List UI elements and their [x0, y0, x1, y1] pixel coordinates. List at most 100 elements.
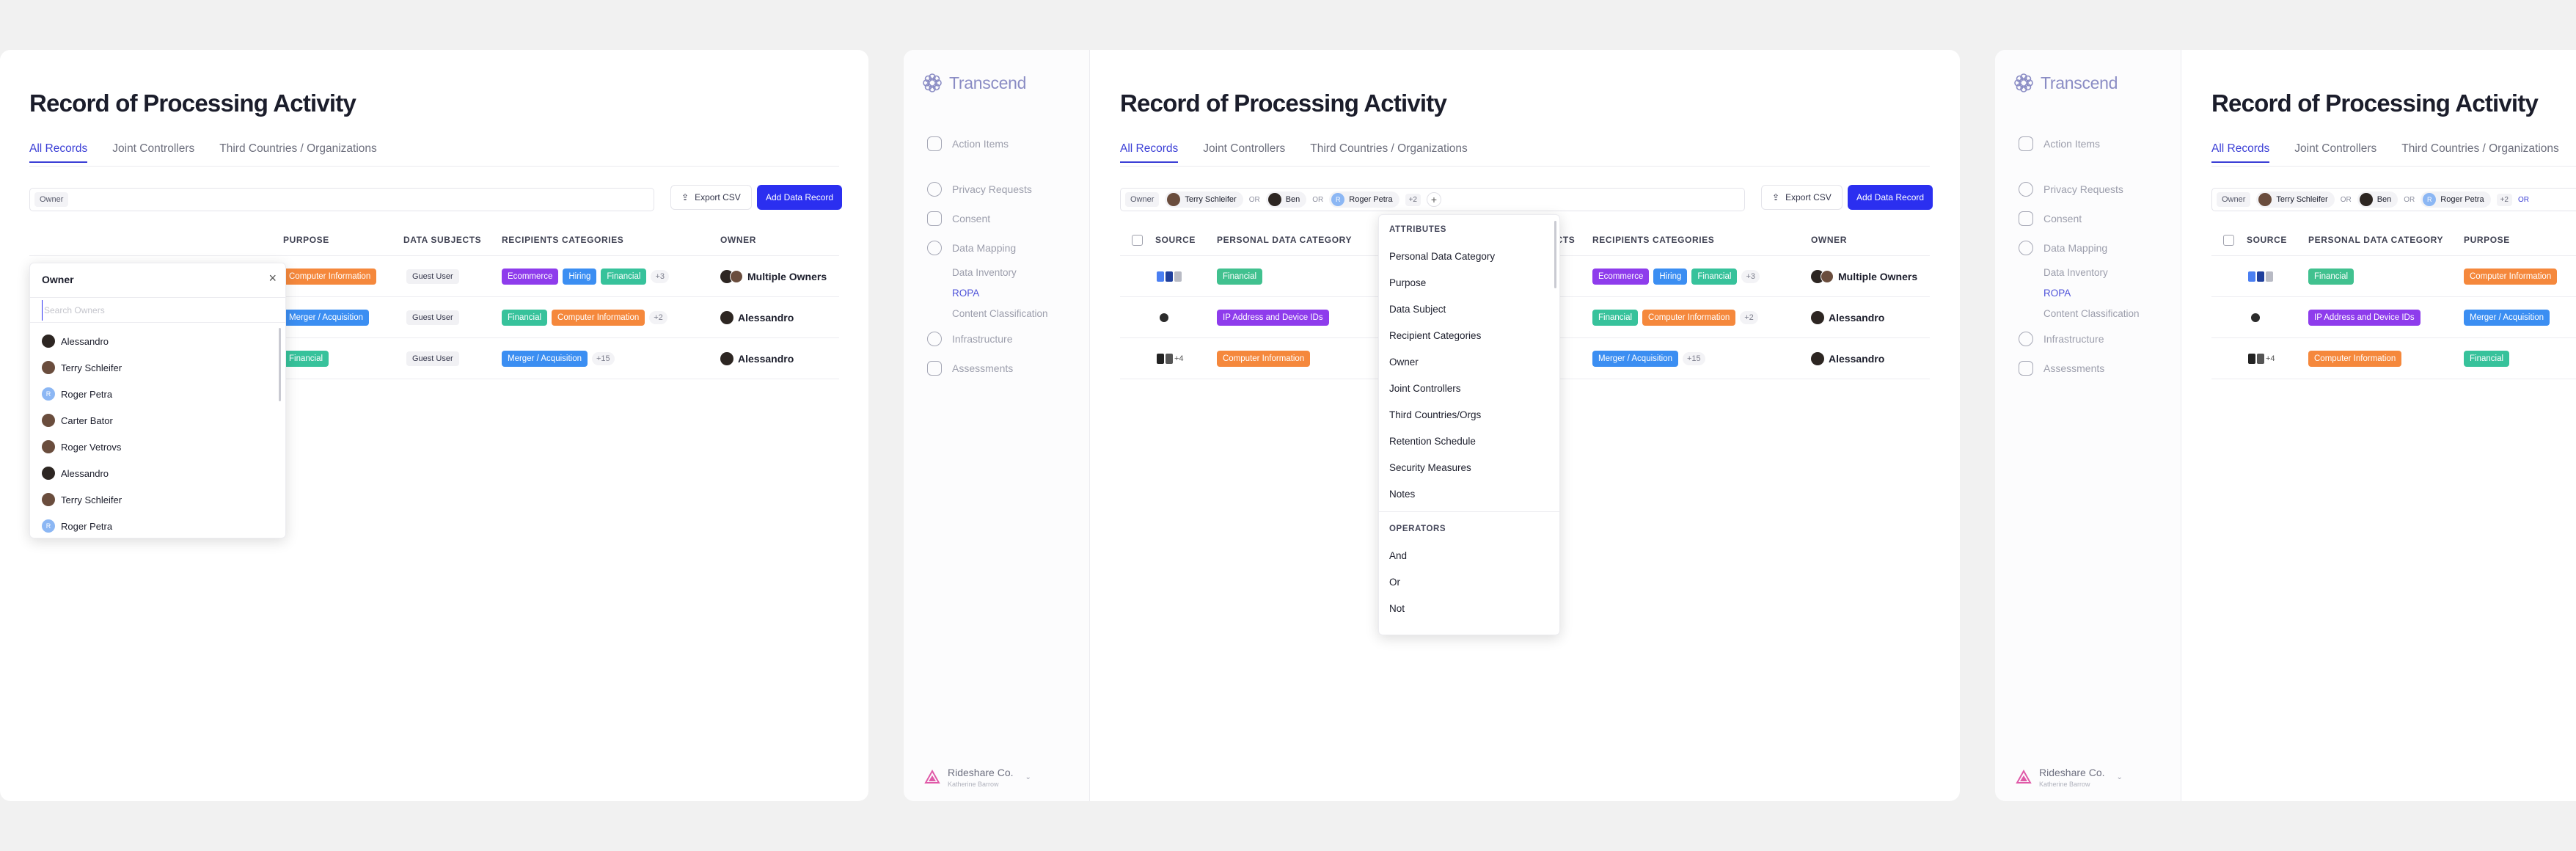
- org-switcher[interactable]: Rideshare Co. Katherine Barrow ⌄: [924, 767, 1031, 788]
- attribute-option[interactable]: Owner: [1389, 356, 1419, 368]
- tab-all-records[interactable]: All Records: [1120, 142, 1179, 163]
- column-header-pdc[interactable]: PERSONAL DATA CATEGORY: [2308, 235, 2444, 245]
- filter-person-chip[interactable]: Terry Schleifer: [2256, 191, 2335, 208]
- filter-bar[interactable]: Owner: [29, 188, 654, 211]
- owner-option[interactable]: Alessandro: [42, 328, 269, 354]
- sidebar-item-consent[interactable]: Consent: [2019, 204, 2173, 233]
- operator-option[interactable]: And: [1389, 549, 1408, 561]
- column-header-pdc[interactable]: PERSONAL DATA CATEGORY: [1217, 235, 1353, 245]
- sidebar-item-infrastructure[interactable]: Infrastructure: [927, 324, 1081, 354]
- attribute-option[interactable]: Purpose: [1389, 277, 1427, 288]
- add-filter-icon[interactable]: +: [1427, 192, 1441, 207]
- attribute-option[interactable]: Joint Controllers: [1389, 382, 1461, 394]
- column-header-data-subjects[interactable]: DATA SUBJECTS: [403, 235, 482, 245]
- attribute-option[interactable]: Data Subject: [1389, 303, 1446, 315]
- table-row[interactable]: Financial Guest User Merger / Acquisitio…: [29, 338, 839, 379]
- filter-chip-owner[interactable]: Owner: [2217, 192, 2251, 207]
- more-count[interactable]: +2: [1740, 311, 1758, 324]
- operator-option[interactable]: Or: [1389, 576, 1400, 588]
- tab-third-countries[interactable]: Third Countries / Organizations: [1310, 142, 1468, 155]
- owner-search-input[interactable]: Search Owners: [42, 300, 277, 321]
- attribute-option[interactable]: Personal Data Category: [1389, 250, 1496, 262]
- more-count[interactable]: +15: [592, 352, 615, 365]
- column-header-purpose[interactable]: PURPOSE: [283, 235, 329, 245]
- sidebar-item-action-items[interactable]: Action Items: [927, 129, 1081, 158]
- filter-person-chip[interactable]: Ben: [2357, 191, 2398, 208]
- sidebar-subitem-data-inventory[interactable]: Data Inventory: [2043, 267, 2108, 278]
- table-row[interactable]: +4 Computer Information Financial: [2211, 338, 2576, 379]
- column-header-purpose[interactable]: PURPOSE: [2464, 235, 2510, 245]
- more-count[interactable]: +3: [1741, 270, 1760, 283]
- filter-chip-owner[interactable]: Owner: [1125, 192, 1160, 207]
- sidebar-subitem-data-inventory[interactable]: Data Inventory: [952, 267, 1017, 278]
- sidebar-subitem-ropa[interactable]: ROPA: [2043, 288, 2071, 299]
- table-row[interactable]: Computer Information Guest User Ecommerc…: [29, 256, 839, 297]
- more-count[interactable]: +15: [1683, 352, 1705, 365]
- attribute-option[interactable]: Recipient Categories: [1389, 329, 1482, 341]
- more-count[interactable]: +2: [2496, 193, 2512, 206]
- sidebar-subitem-content-classification[interactable]: Content Classification: [2043, 308, 2140, 319]
- org-switcher[interactable]: Rideshare Co. Katherine Barrow ⌄: [2016, 767, 2123, 788]
- sidebar-item-action-items[interactable]: Action Items: [2019, 129, 2173, 158]
- filter-bar[interactable]: Owner Terry Schleifer OR Ben OR R Roger P…: [2211, 188, 2576, 211]
- owner-option[interactable]: R Roger Petra: [42, 381, 269, 407]
- table-row[interactable]: Financial Computer Information: [2211, 256, 2576, 297]
- add-data-record-button[interactable]: Add Data Record: [1848, 185, 1933, 210]
- filter-person-chip[interactable]: R Roger Petra: [2421, 191, 2491, 208]
- column-header-recipients[interactable]: RECIPIENTS CATEGORIES: [1592, 235, 1715, 245]
- sidebar-item-data-mapping[interactable]: Data Mapping: [2019, 233, 2173, 263]
- sidebar-item-privacy-requests[interactable]: Privacy Requests: [2019, 175, 2173, 204]
- column-header-recipients[interactable]: RECIPIENTS CATEGORIES: [502, 235, 624, 245]
- owner-option[interactable]: Terry Schleifer: [42, 354, 269, 381]
- sidebar-item-assessments[interactable]: Assessments: [2019, 354, 2173, 383]
- table-row[interactable]: Merger / Acquisition Guest User Financia…: [29, 297, 839, 338]
- or-operator-pending[interactable]: OR: [2518, 195, 2529, 204]
- owner-option[interactable]: R Roger Petra: [42, 513, 269, 539]
- sidebar-item-data-mapping[interactable]: Data Mapping: [927, 233, 1081, 263]
- tab-third-countries[interactable]: Third Countries / Organizations: [2401, 142, 2559, 155]
- tab-third-countries[interactable]: Third Countries / Organizations: [219, 142, 377, 155]
- filter-person-chip[interactable]: Ben: [1265, 191, 1307, 208]
- filter-chip-owner[interactable]: Owner: [34, 192, 69, 207]
- filter-person-chip[interactable]: R Roger Petra: [1329, 191, 1399, 208]
- filter-person-chip[interactable]: Terry Schleifer: [1165, 191, 1243, 208]
- attribute-option[interactable]: Third Countries/Orgs: [1389, 409, 1482, 420]
- select-all-checkbox[interactable]: [1132, 235, 1143, 248]
- scrollbar[interactable]: [279, 328, 281, 401]
- tab-joint-controllers[interactable]: Joint Controllers: [2294, 142, 2377, 155]
- owner-option[interactable]: Roger Vetrovs: [42, 434, 269, 460]
- logo[interactable]: Transcend: [2013, 72, 2118, 94]
- owner-option[interactable]: Carter Bator: [42, 407, 269, 434]
- tab-joint-controllers[interactable]: Joint Controllers: [1203, 142, 1286, 155]
- export-csv-button[interactable]: ⇪ Export CSV: [1761, 185, 1843, 210]
- export-csv-button[interactable]: ⇪ Export CSV: [670, 185, 752, 210]
- owner-option[interactable]: Alessandro: [42, 460, 269, 486]
- table-row[interactable]: IP Address and Device IDs Merger / Acqui…: [2211, 297, 2576, 338]
- tab-all-records[interactable]: All Records: [2211, 142, 2270, 163]
- attribute-option[interactable]: Notes: [1389, 488, 1416, 500]
- tab-joint-controllers[interactable]: Joint Controllers: [112, 142, 195, 155]
- more-count[interactable]: +2: [1405, 193, 1421, 206]
- attribute-option[interactable]: Retention Schedule: [1389, 435, 1476, 447]
- column-header-owner[interactable]: OWNER: [1811, 235, 1847, 245]
- owner-option[interactable]: Terry Schleifer: [42, 486, 269, 513]
- attribute-option[interactable]: Security Measures: [1389, 461, 1471, 473]
- sidebar-item-infrastructure[interactable]: Infrastructure: [2019, 324, 2173, 354]
- scrollbar[interactable]: [1554, 221, 1556, 288]
- select-all-checkbox[interactable]: [2223, 235, 2234, 248]
- sidebar-item-privacy-requests[interactable]: Privacy Requests: [927, 175, 1081, 204]
- sidebar-subitem-ropa[interactable]: ROPA: [952, 288, 980, 299]
- column-header-owner[interactable]: OWNER: [720, 235, 756, 245]
- tab-all-records[interactable]: All Records: [29, 142, 88, 163]
- column-header-source[interactable]: SOURCE: [1155, 235, 1196, 245]
- more-count[interactable]: +2: [649, 311, 667, 324]
- filter-bar[interactable]: Owner Terry Schleifer OR Ben OR R Roger P…: [1120, 188, 1745, 211]
- operator-option[interactable]: Not: [1389, 602, 1405, 614]
- more-count[interactable]: +3: [651, 270, 669, 283]
- add-data-record-button[interactable]: Add Data Record: [757, 185, 843, 210]
- sidebar-subitem-content-classification[interactable]: Content Classification: [952, 308, 1048, 319]
- close-icon[interactable]: ×: [268, 271, 277, 285]
- logo[interactable]: Transcend: [921, 72, 1026, 94]
- sidebar-item-consent[interactable]: Consent: [927, 204, 1081, 233]
- sidebar-item-assessments[interactable]: Assessments: [927, 354, 1081, 383]
